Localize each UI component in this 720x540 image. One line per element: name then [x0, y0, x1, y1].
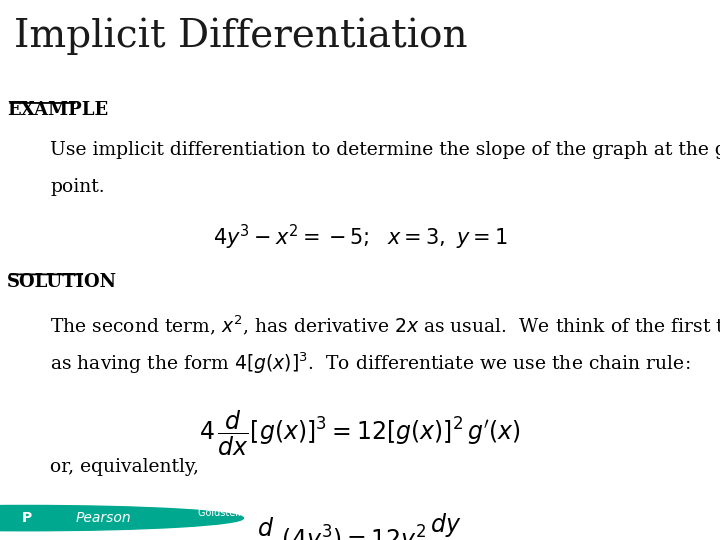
Text: EXAMPLE: EXAMPLE [7, 102, 108, 119]
Text: or, equivalently,: or, equivalently, [50, 458, 199, 476]
Text: Use implicit differentiation to determine the slope of the graph at the given: Use implicit differentiation to determin… [50, 140, 720, 159]
Text: $4y^3 - x^2 = -5;\ \ x=3,\ y=1$: $4y^3 - x^2 = -5;\ \ x=3,\ y=1$ [212, 223, 508, 252]
Text: Slide 26: Slide 26 [636, 510, 711, 528]
Text: Implicit Differentiation: Implicit Differentiation [14, 18, 468, 55]
Text: Pearson: Pearson [76, 511, 131, 525]
Text: P: P [22, 511, 32, 525]
Text: $4\,\dfrac{d}{dx}[g(x)]^3 = 12[g(x)]^2\, g'(x)$: $4\,\dfrac{d}{dx}[g(x)]^3 = 12[g(x)]^2\,… [199, 408, 521, 457]
Text: point.: point. [50, 178, 105, 195]
Text: The second term, $x^2$, has derivative $2x$ as usual.  We think of the first ter: The second term, $x^2$, has derivative $… [50, 313, 720, 339]
Text: SOLUTION: SOLUTION [7, 273, 117, 291]
Text: as having the form $4[g(x)]^3$.  To differentiate we use the chain rule:: as having the form $4[g(x)]^3$. To diffe… [50, 350, 690, 376]
Text: Goldstein/Schneider/Lay/Asmar, Calculus and Its Applications, 14e: Goldstein/Schneider/Lay/Asmar, Calculus … [197, 508, 523, 518]
Circle shape [0, 505, 243, 531]
Text: Copyright © 2018, 2014, 2010 Pearson Education Inc.: Copyright © 2018, 2014, 2010 Pearson Edu… [246, 524, 474, 532]
Text: $\dfrac{d}{dx}(4y^3) = 12y^2\,\dfrac{dy}{dx}.$: $\dfrac{d}{dx}(4y^3) = 12y^2\,\dfrac{dy}… [250, 511, 470, 540]
